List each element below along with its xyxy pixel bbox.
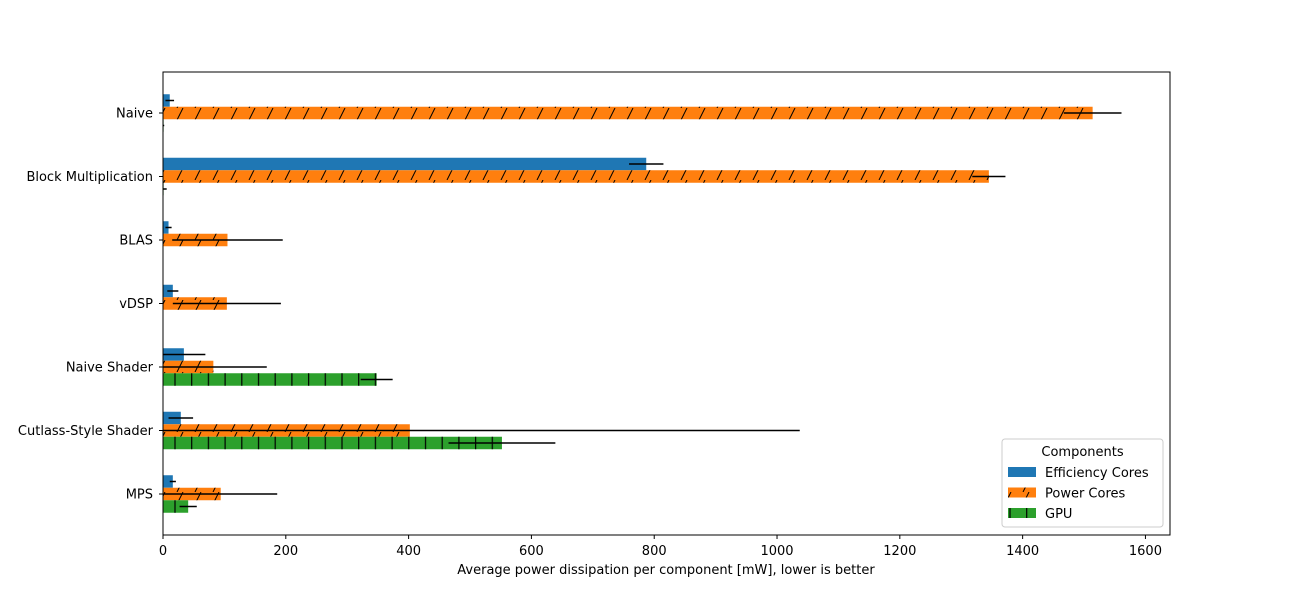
x-axis-label: Average power dissipation per component … [457,563,875,578]
x-tick-label: 1600 [1129,544,1162,559]
bar-efficiency-cores-6 [163,475,173,488]
x-tick-label: 400 [396,544,421,559]
bar-hatch-1-1 [163,170,989,183]
y-tick-label: Cutlass-Style Shader [18,424,154,439]
legend-entry-label: Power Cores [1045,487,1126,502]
legend-swatch-hatch-2 [1008,508,1036,518]
bar-efficiency-cores-1 [163,157,647,171]
y-tick-label: Naive Shader [66,361,154,376]
plot-area: Naive Block Multiplication BLAS vDSP Naive S… [18,71,1171,559]
bar-hatch-2-6 [163,500,189,513]
legend-entry-label: GPU [1045,507,1072,522]
x-tick-label: 1000 [760,544,793,559]
legend-entry-label: Efficiency Cores [1045,466,1149,481]
bar-hatch-2-5 [163,436,502,450]
bar-hatch-1-0 [163,106,1093,120]
y-tick-label: BLAS [119,234,153,249]
legend-swatch-hatch-1 [1008,487,1036,498]
legend: Components Efficiency Cores Power Cores GPU [1001,438,1164,528]
y-tick-label: Naive [116,107,153,122]
legend-box [1001,438,1164,528]
y-tick-label: vDSP [119,297,153,312]
legend-title: Components [1041,445,1123,460]
x-tick-label: 600 [519,544,544,559]
y-tick-label: Block Multiplication [26,170,153,185]
x-tick-label: 1400 [1006,544,1039,559]
x-tick-label: 200 [273,544,298,559]
y-tick-label: MPS [126,488,153,503]
legend-swatch-0 [1008,467,1036,477]
x-tick-label: 800 [642,544,667,559]
x-tick-label: 0 [159,544,167,559]
bar-hatch-2-4 [163,373,377,386]
x-tick-label: 1200 [883,544,916,559]
